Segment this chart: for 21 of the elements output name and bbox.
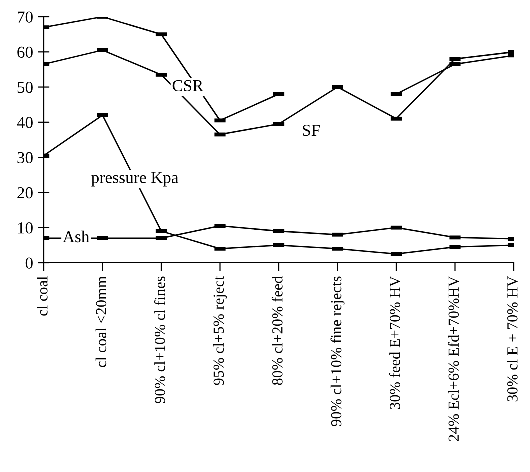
- series-label: pressure Kpa: [92, 172, 179, 187]
- y-tick-label: 30: [18, 152, 33, 164]
- x-tick-label: 24% Ecl+6% Efd+70%HV: [448, 276, 460, 442]
- x-tick-label: cl coal: [37, 276, 48, 316]
- x-tick-label: 80% cl+20% feed: [272, 276, 283, 386]
- y-tick-label: 50: [18, 82, 33, 94]
- series-label: SF: [303, 124, 320, 136]
- y-tick-label: 0: [26, 258, 33, 269]
- x-tick-label: 30% cl E + 70% HV: [507, 276, 518, 402]
- y-tick-label: 60: [18, 46, 33, 58]
- x-tick-label: 30% feed E+70% HV: [389, 276, 400, 410]
- series-label: Ash: [63, 230, 90, 243]
- x-tick-label: 95% cl+5% reject: [213, 276, 228, 386]
- series-label: CSR: [172, 80, 204, 92]
- y-tick-label: 40: [17, 117, 33, 128]
- x-tick-label: 90% cl+10% fine rejects: [330, 276, 345, 426]
- y-tick-label: 10: [18, 222, 33, 234]
- x-tick-label: cl coal <20mm: [96, 276, 107, 368]
- y-tick-label: 20: [18, 187, 33, 199]
- y-tick-label: 70: [18, 12, 33, 23]
- x-tick-label: 90% cl+10% cl fines: [154, 276, 166, 404]
